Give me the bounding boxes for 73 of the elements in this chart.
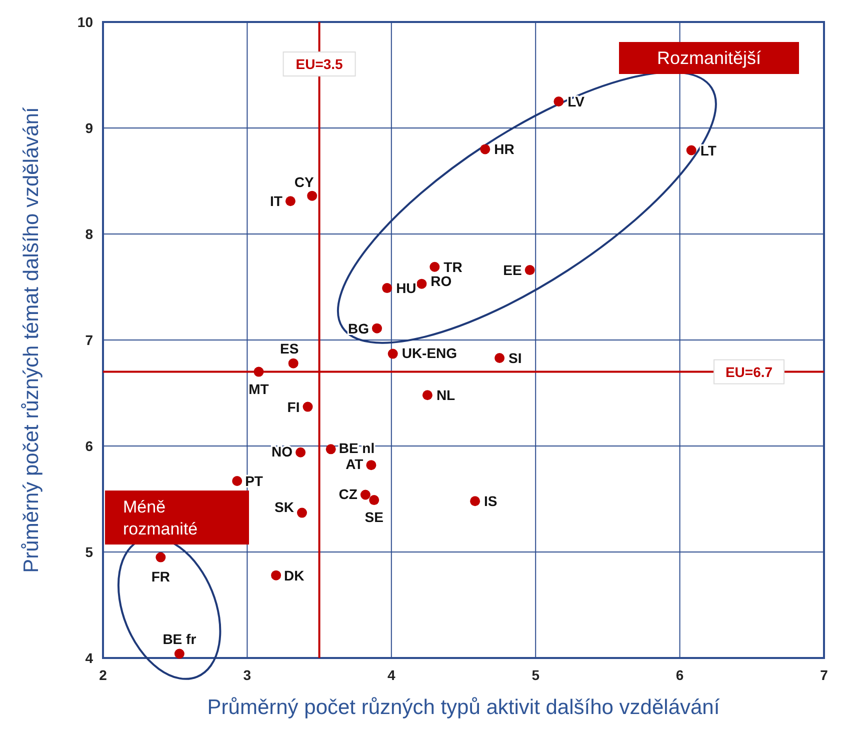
annotation: Rozmanitější	[656, 48, 762, 68]
point	[232, 476, 242, 486]
annotation: SI	[508, 350, 522, 366]
annotation: EE	[503, 262, 522, 278]
annotation: LT	[700, 142, 717, 158]
point	[388, 348, 398, 359]
annotation: NO	[272, 443, 293, 460]
point	[271, 570, 282, 580]
annotation: HR	[494, 141, 514, 158]
annotation: FI	[287, 398, 300, 415]
x-tick-label: 3	[243, 667, 252, 683]
x-tick-label: 6	[676, 667, 684, 683]
callout-box: Méně rozmanité	[105, 490, 249, 545]
point	[296, 508, 307, 518]
point	[554, 96, 564, 106]
point	[480, 144, 490, 154]
annotation: SK	[274, 498, 294, 515]
annotation: HU	[396, 280, 416, 296]
ref-line-label: EU=3.5	[296, 56, 344, 72]
point	[372, 323, 382, 334]
y-tick-label: 9	[85, 120, 94, 136]
point	[174, 648, 184, 659]
annotation: UK-ENG	[402, 344, 458, 361]
point	[296, 447, 306, 458]
annotation: BG	[348, 320, 370, 336]
annotation: TR	[444, 258, 462, 275]
annotation: SE	[364, 509, 384, 526]
x-tick-label: 4	[388, 667, 396, 683]
point	[156, 552, 166, 562]
annotation: CZ	[338, 486, 358, 502]
y-tick-label: 10	[77, 14, 94, 30]
ref-line-label: EU=6.7	[725, 364, 773, 380]
point	[430, 262, 440, 272]
point	[360, 490, 370, 500]
annotation: NL	[436, 387, 456, 404]
annotation: MT	[248, 380, 270, 397]
x-tick-label: 5	[532, 667, 540, 683]
annotation: Méně rozmanité	[123, 498, 198, 539]
annotation: AT	[346, 456, 364, 472]
annotation: CY	[294, 174, 314, 190]
y-tick-label: 5	[85, 544, 94, 560]
annotation: IS	[484, 493, 498, 510]
point	[494, 353, 505, 364]
point	[326, 444, 336, 454]
callout-box: Rozmanitější	[619, 42, 799, 74]
point	[254, 366, 264, 377]
point	[366, 460, 376, 470]
y-axis-title: Průměrný počet různých témat dalšího vzdělávání	[20, 106, 43, 573]
point	[302, 402, 313, 412]
annotation: DK	[284, 567, 304, 584]
point	[382, 283, 392, 294]
point	[686, 145, 696, 156]
y-tick-label: 8	[85, 226, 94, 242]
x-tick-label: 2	[99, 667, 108, 683]
point	[288, 358, 298, 368]
annotation: RO	[430, 272, 452, 289]
y-tick-label: 4	[85, 650, 94, 666]
y-tick-label: 7	[85, 332, 94, 348]
annotation: FR	[151, 568, 170, 584]
point	[470, 496, 480, 506]
point	[307, 190, 318, 201]
annotation: ES	[280, 340, 299, 356]
annotation: IT	[270, 193, 283, 210]
point	[285, 196, 296, 206]
annotation: LV	[568, 94, 586, 110]
x-axis-title: Průměrný počet různých typů aktivit dalšího vzdělávání	[207, 696, 720, 719]
point	[369, 495, 380, 506]
point	[422, 390, 432, 400]
y-tick-label: 6	[85, 438, 94, 454]
point	[524, 265, 535, 276]
annotation: BE fr	[162, 630, 197, 647]
point	[416, 278, 427, 289]
x-tick-label: 7	[820, 667, 828, 683]
